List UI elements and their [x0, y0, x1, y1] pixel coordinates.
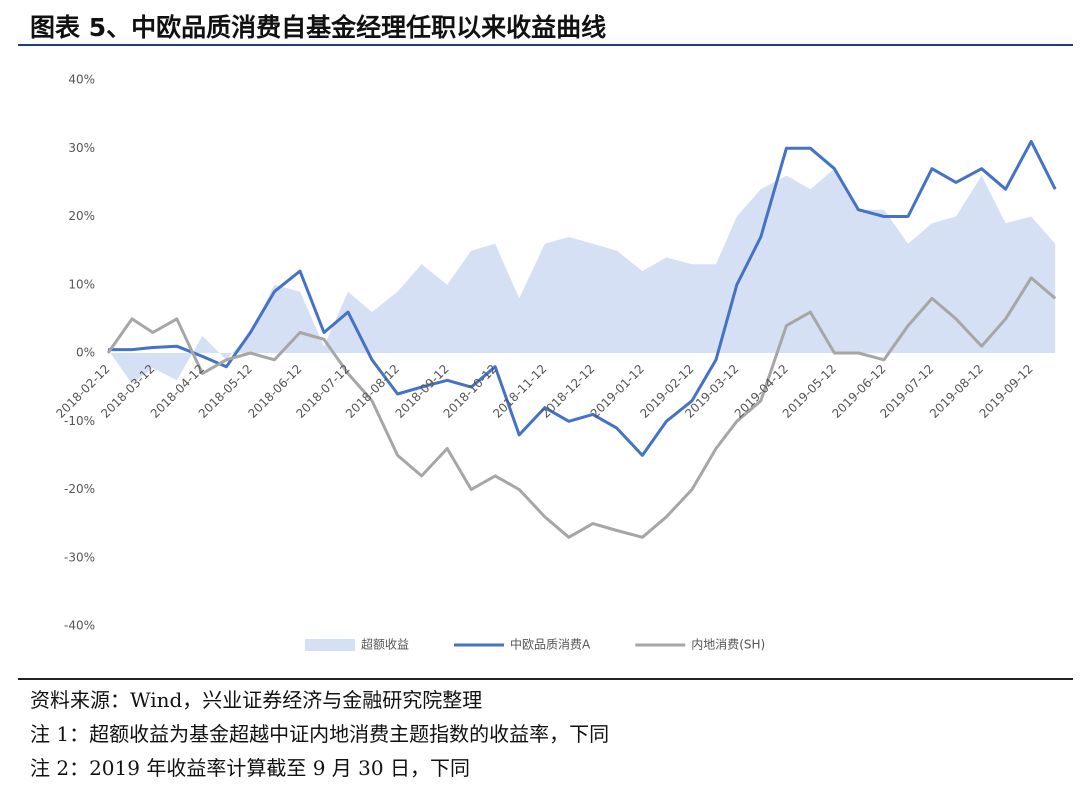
chart-title: 图表 5、中欧品质消费自基金经理任职以来收益曲线 [30, 13, 607, 42]
y-tick-label: 20% [68, 209, 95, 223]
title-rule [18, 44, 1073, 46]
notes-rule [18, 678, 1073, 680]
y-tick-label: 30% [68, 141, 95, 155]
line [106, 276, 1057, 539]
note: 注 1：超额收益为基金超越中证内地消费主题指数的收益率，下同 [30, 722, 610, 746]
y-tick-label: 40% [68, 73, 95, 87]
y-tick-label: 10% [68, 277, 95, 291]
y-tick-label: -20% [64, 482, 95, 496]
y-tick-label: -30% [64, 550, 95, 564]
note: 注 2：2019 年收益率计算截至 9 月 30 日，下同 [30, 756, 470, 780]
source-note: 资料来源：Wind，兴业证券经济与金融研究院整理 [30, 688, 483, 712]
area [108, 168, 1056, 384]
legend-swatch [305, 639, 355, 651]
line [108, 139, 1057, 457]
chart: -40%-30%-20%-10%0%10%20%30%40%2018-02-12… [53, 73, 1057, 652]
x-tick-label: 2019-09-12 [977, 362, 1036, 421]
legend-label: 超额收益 [361, 637, 409, 652]
y-tick-label: -10% [64, 414, 95, 428]
y-tick-label: 0% [76, 346, 95, 360]
y-tick-label: -40% [64, 619, 95, 633]
legend-label: 中欧品质消费A [510, 637, 591, 652]
legend-label: 内地消费(SH) [691, 638, 765, 652]
